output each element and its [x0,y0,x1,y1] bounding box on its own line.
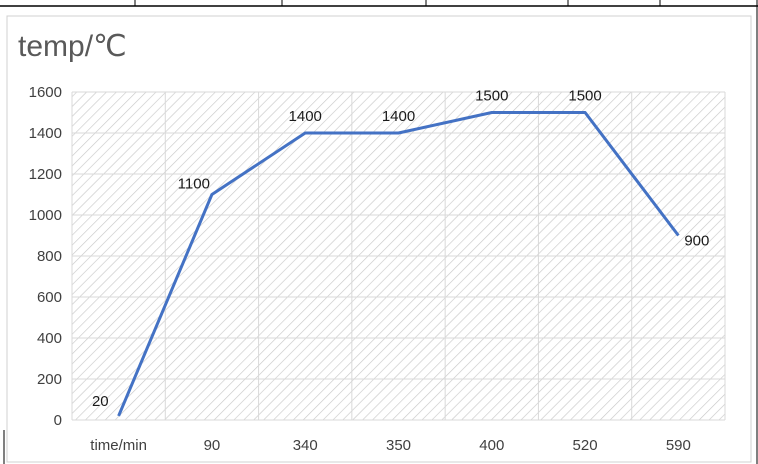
y-tick-label: 0 [54,412,62,429]
chart-title: temp/℃ [18,30,127,63]
y-tick-label: 1200 [29,166,62,183]
y-tick-label: 1000 [29,207,62,224]
data-label: 1500 [568,88,601,105]
y-axis-ticks: 0 200 400 600 800 1000 1200 1400 1600 [29,84,62,429]
data-label: 1100 [178,176,210,193]
series-line [117,111,680,417]
x-tick-label: 350 [386,437,411,454]
x-tick-label: time/min [90,437,147,454]
data-label: 1400 [289,108,322,125]
y-tick-label: 200 [37,371,62,388]
data-label: 900 [684,233,709,250]
y-tick-label: 400 [37,330,62,347]
x-tick-label: 340 [293,437,318,454]
x-tick-label: 590 [666,437,691,454]
y-tick-label: 1600 [29,84,62,101]
data-label: 20 [92,393,109,410]
data-label: 1400 [382,108,415,125]
y-tick-label: 1400 [29,125,62,142]
x-axis-ticks: time/min 90 340 350 400 520 590 [90,437,691,454]
x-tick-label: 400 [479,437,504,454]
y-tick-label: 600 [37,289,62,306]
data-labels: 20 1100 1400 1400 1500 1500 900 [92,88,709,410]
y-tick-label: 800 [37,248,62,265]
x-tick-label: 90 [204,437,221,454]
data-label: 1500 [475,88,508,105]
x-tick-label: 520 [573,437,598,454]
